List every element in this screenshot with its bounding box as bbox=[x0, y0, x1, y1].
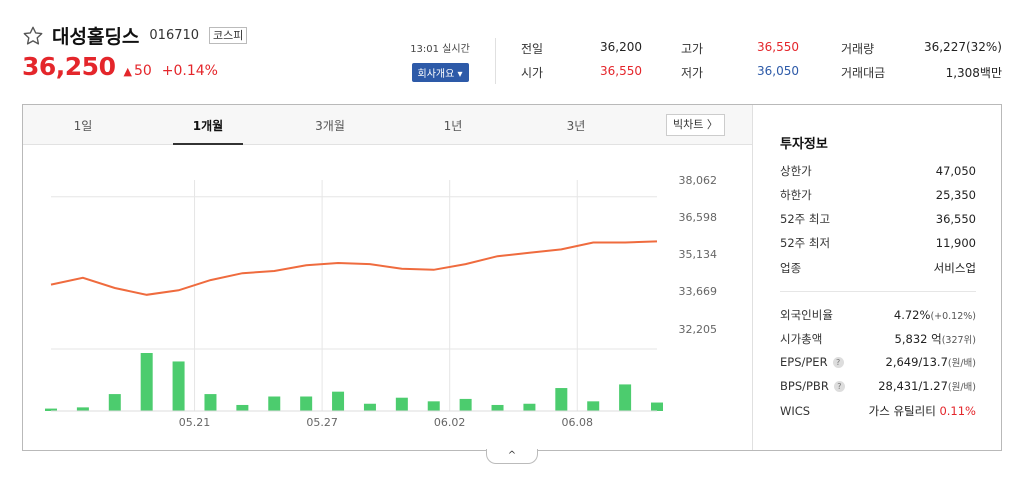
collapse-toggle[interactable]: ^ bbox=[486, 449, 538, 464]
info-upper-limit: 상한가 47,050 bbox=[780, 164, 976, 178]
info-52w-low: 52주 최저 11,900 bbox=[780, 236, 976, 250]
volume-bar bbox=[523, 403, 536, 411]
low-value: 36,050 bbox=[757, 64, 799, 78]
volume-bar bbox=[76, 407, 89, 411]
high-value: 36,550 bbox=[757, 40, 799, 54]
volume-bar bbox=[108, 394, 121, 411]
help-icon[interactable]: ? bbox=[833, 380, 845, 392]
stock-code: 016710 bbox=[149, 28, 200, 43]
amount-label: 거래대금 bbox=[841, 66, 886, 80]
help-icon[interactable]: ? bbox=[832, 356, 844, 368]
prev-close-value: 36,200 bbox=[600, 40, 642, 54]
price-chart: 38,062 36,598 35,134 33,669 32,205 05.21 05.27… bbox=[45, 174, 718, 429]
realtime-box: 13:01 실시간 회사개요 ▾ bbox=[405, 40, 475, 82]
up-triangle-icon: ▲ bbox=[123, 65, 132, 78]
active-tab-indicator bbox=[173, 143, 243, 145]
volume-bar bbox=[236, 404, 249, 411]
current-price: 36,250 bbox=[22, 52, 116, 81]
tab-3year[interactable]: 3년 bbox=[566, 119, 586, 133]
stock-header: 대성홀딩스 016710 코스피 bbox=[22, 22, 248, 49]
volume-bar bbox=[45, 408, 57, 411]
x-tick-label: 06.02 bbox=[434, 416, 466, 429]
tab-1month[interactable]: 1개월 bbox=[192, 119, 224, 133]
info-wics: WICS 가스 유틸리티 0.11% bbox=[780, 404, 976, 418]
info-sector: 업종 서비스업 bbox=[780, 261, 976, 275]
volume-bar bbox=[332, 391, 345, 411]
volume-bar bbox=[300, 396, 313, 411]
open-value: 36,550 bbox=[600, 64, 642, 78]
info-title: 투자정보 bbox=[780, 137, 828, 152]
volume-bar bbox=[172, 361, 185, 411]
info-foreign-ratio: 외국인비율 4.72%(+0.12%) bbox=[780, 308, 976, 322]
volume-bar bbox=[363, 403, 376, 411]
info-lower-limit: 하한가 25,350 bbox=[780, 188, 976, 202]
volume-bar bbox=[555, 388, 568, 411]
volume-bar bbox=[140, 353, 153, 411]
volume-bar bbox=[395, 397, 408, 411]
volume-bar bbox=[651, 402, 663, 411]
volume-bar bbox=[268, 396, 281, 411]
volume-bar bbox=[587, 401, 600, 411]
company-overview-button[interactable]: 회사개요 ▾ bbox=[411, 63, 469, 82]
x-tick-label: 05.21 bbox=[179, 416, 211, 429]
big-chart-button[interactable]: 빅차트 〉 bbox=[666, 114, 725, 136]
volume-bar bbox=[427, 401, 440, 411]
y-tick-label: 32,205 bbox=[679, 323, 718, 336]
tab-1year[interactable]: 1년 bbox=[443, 119, 463, 133]
stock-name: 대성홀딩스 bbox=[52, 26, 140, 48]
price-row: 36,250 ▲ 50 +0.14% bbox=[22, 52, 218, 81]
market-badge: 코스피 bbox=[209, 27, 248, 44]
volume-value: 36,227(32%) bbox=[923, 40, 1002, 54]
open-label: 시가 bbox=[521, 66, 544, 80]
price-change-pct: +0.14% bbox=[161, 63, 218, 79]
prev-close-label: 전일 bbox=[521, 42, 544, 56]
high-label: 고가 bbox=[681, 42, 704, 56]
tab-1day[interactable]: 1일 bbox=[73, 119, 93, 133]
volume-bar bbox=[459, 398, 472, 411]
volume-bar bbox=[204, 394, 217, 411]
panel-divider bbox=[752, 105, 753, 450]
header-divider bbox=[495, 38, 496, 84]
x-tick-label: 05.27 bbox=[306, 416, 338, 429]
info-separator bbox=[780, 291, 976, 292]
volume-bar bbox=[491, 404, 504, 411]
low-label: 저가 bbox=[681, 66, 704, 80]
y-tick-label: 35,134 bbox=[679, 248, 718, 261]
volume-label: 거래량 bbox=[841, 42, 875, 56]
info-bps-pbr: BPS/PBR? 28,431/1.27(원/배) bbox=[780, 379, 976, 393]
price-change: 50 bbox=[133, 63, 152, 79]
info-eps-per: EPS/PER? 2,649/13.7(원/배) bbox=[780, 355, 976, 369]
favorite-star-icon[interactable] bbox=[22, 25, 44, 47]
investment-info: 투자정보 상한가 47,050 하한가 25,350 52주 최고 36,550… bbox=[753, 105, 1001, 450]
price-line bbox=[50, 240, 658, 296]
y-tick-label: 36,598 bbox=[679, 211, 718, 224]
amount-value: 1,308백만 bbox=[945, 66, 1002, 80]
volume-bar bbox=[619, 384, 632, 411]
tab-3month[interactable]: 3개월 bbox=[315, 119, 345, 133]
period-tabs: 1일 1개월 3개월 1년 3년 빅차트 〉 bbox=[23, 105, 752, 145]
info-market-cap: 시가총액 5,832 억(327위) bbox=[780, 332, 976, 346]
y-tick-label: 33,669 bbox=[679, 285, 718, 298]
realtime-label: 13:01 실시간 bbox=[410, 44, 470, 55]
x-tick-label: 06.08 bbox=[562, 416, 594, 429]
chart-panel: 1일 1개월 3개월 1년 3년 빅차트 〉 38,062 36,598 35,13… bbox=[22, 104, 1002, 451]
y-tick-label: 38,062 bbox=[679, 174, 718, 187]
info-52w-high: 52주 최고 36,550 bbox=[780, 212, 976, 226]
